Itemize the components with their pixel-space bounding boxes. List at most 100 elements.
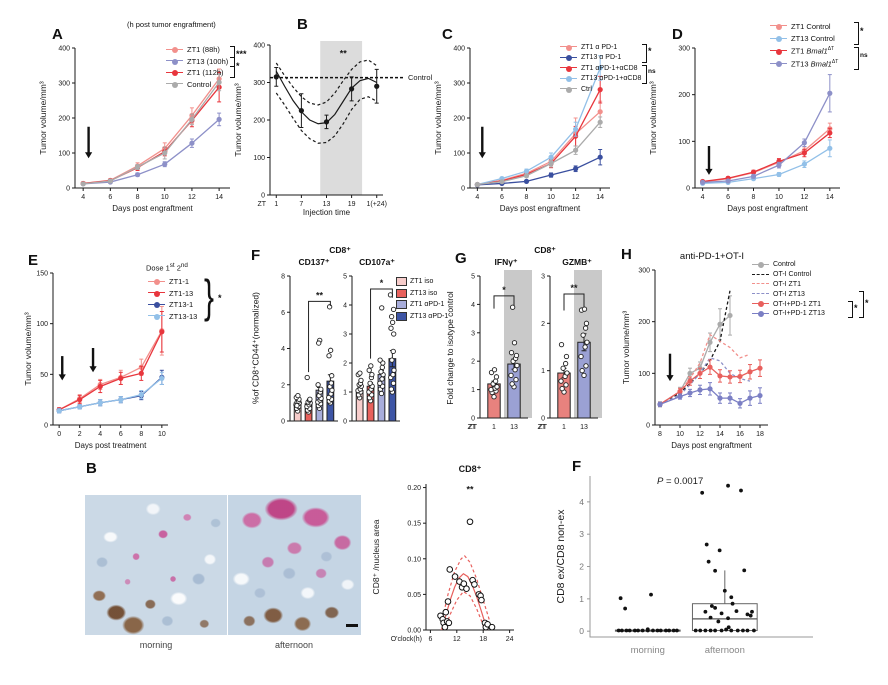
svg-text:0.15: 0.15: [407, 521, 421, 528]
legend-item: ZT1 (112h): [166, 67, 228, 79]
panel-f-ylabel: %of CD8⁺CD44⁺(normalized): [250, 292, 261, 404]
svg-text:10: 10: [775, 194, 783, 201]
svg-text:2: 2: [281, 382, 285, 389]
panel-h-chart: 0 100 200 300 8 10 12 14 16 18 Days post engraftme…: [621, 268, 768, 450]
panel-f-cd137-chart: 0 2 4 6 8 **: [281, 274, 338, 426]
svg-text:3: 3: [343, 332, 347, 339]
svg-text:O'clock(h): O'clock(h): [391, 636, 422, 643]
svg-text:0: 0: [343, 419, 347, 426]
histology-caption-morning: morning: [139, 640, 173, 650]
svg-text:100: 100: [253, 155, 265, 162]
svg-text:8: 8: [752, 194, 756, 201]
svg-text:1: 1: [492, 424, 496, 431]
legend-swatch-icon: [560, 43, 577, 51]
svg-text:1: 1: [541, 368, 545, 375]
panel-d-legend: ZT1 Control ZT13 Control ZT1 Bmal1ΔT ZT13 B…: [770, 20, 868, 70]
legend-item-label: ZT1 α PD-1: [581, 43, 618, 51]
svg-text:*: *: [380, 278, 384, 288]
svg-text:Days post engraftment: Days post engraftment: [727, 204, 808, 213]
svg-text:**: **: [570, 283, 578, 293]
panel-f-label: F: [251, 247, 261, 264]
panel-e-chart: 0 50 100 150 0 2 4 6 8 10 Days post treatment Tumor…: [23, 271, 168, 450]
svg-text:Days post engraftment: Days post engraftment: [112, 204, 193, 213]
svg-text:8: 8: [658, 431, 662, 438]
legend-swatch-icon: [770, 35, 787, 43]
legend-item-label: ZT1 iso: [410, 278, 434, 286]
svg-text:1: 1: [274, 201, 278, 208]
svg-text:400: 400: [453, 46, 465, 53]
legend-swatch-icon: [770, 22, 787, 30]
legend-swatch-icon: [752, 290, 769, 298]
svg-text:**: **: [466, 485, 474, 495]
svg-text:16: 16: [736, 431, 744, 438]
svg-text:0: 0: [541, 416, 545, 423]
svg-text:1: 1: [343, 390, 347, 397]
svg-text:12: 12: [453, 636, 461, 643]
significance-label: *: [218, 293, 222, 303]
svg-text:0.10: 0.10: [407, 556, 421, 563]
svg-text:12: 12: [572, 194, 580, 201]
svg-text:Days post treatment: Days post treatment: [75, 441, 147, 450]
legend-item-label: OT-I ZT1: [773, 280, 801, 288]
svg-text:0: 0: [44, 423, 48, 430]
svg-text:50: 50: [40, 372, 48, 379]
panel-a-legend: ZT1 (88h) ZT13 (100h) ZT1 (112h) Control ***…: [166, 44, 247, 90]
legend-item-label: Control: [187, 79, 212, 89]
legend-item: ZT1 Control: [770, 20, 838, 33]
svg-text:100: 100: [638, 371, 650, 378]
legend-swatch-icon: [752, 300, 769, 308]
legend-swatch-icon: [166, 69, 183, 77]
svg-text:13: 13: [580, 424, 588, 431]
panel-d-chart: 0 100 200 300 4 6 8 10 12 14 Days post engraftment…: [648, 46, 840, 213]
histology-image-afternoon: [228, 495, 361, 635]
svg-text:Tumor volume/mm³: Tumor volume/mm³: [433, 81, 443, 155]
significance-bracket: [642, 43, 647, 63]
significance-bracket: [854, 46, 859, 70]
svg-text:4: 4: [701, 194, 705, 201]
panel-e-legend-title: Dose 1st 2nd: [146, 262, 188, 273]
significance-label: *: [648, 46, 652, 56]
svg-text:Control: Control: [408, 73, 433, 82]
svg-text:morning: morning: [631, 645, 665, 656]
svg-text:2: 2: [541, 321, 545, 328]
legend-item-label: ZT13 Control: [791, 34, 835, 43]
svg-text:0.00: 0.00: [407, 628, 421, 635]
svg-text:0: 0: [281, 419, 285, 426]
svg-text:0: 0: [686, 186, 690, 193]
legend-item: ZT13 (100h): [166, 56, 228, 68]
significance-bracket: [230, 57, 235, 78]
legend-item: ZT13 α PD-1: [560, 53, 641, 64]
svg-text:CD8 ex/CD8 non-ex: CD8 ex/CD8 non-ex: [555, 509, 567, 604]
legend-swatch-icon: [770, 60, 787, 68]
legend-item-label: ZT13-13: [169, 311, 198, 321]
svg-text:P = 0.0017: P = 0.0017: [657, 476, 703, 487]
svg-text:0: 0: [471, 416, 475, 423]
legend-swatch-icon: [166, 57, 183, 65]
panel-c-label: C: [442, 26, 453, 43]
svg-text:0: 0: [579, 626, 584, 636]
significance-bracket: [642, 64, 647, 84]
svg-text:Tumor volume/mm³: Tumor volume/mm³: [648, 81, 658, 155]
legend-item-label: ZT1 (88h): [187, 45, 220, 54]
svg-text:300: 300: [453, 81, 465, 88]
svg-text:400: 400: [253, 43, 265, 50]
svg-text:12: 12: [800, 194, 808, 201]
svg-text:Tumor volume/mm³: Tumor volume/mm³: [621, 311, 631, 385]
legend-item-label: OT-I ZT13: [773, 290, 805, 298]
legend-swatch-icon: [752, 271, 769, 279]
panel-b-label: B: [297, 16, 308, 33]
svg-text:12: 12: [696, 431, 704, 438]
svg-text:0: 0: [66, 186, 70, 193]
svg-text:150: 150: [36, 271, 48, 278]
panel-h-label: H: [621, 246, 632, 263]
svg-text:**: **: [316, 290, 324, 300]
svg-text:CD8⁺ /nucleus area: CD8⁺ /nucleus area: [371, 519, 381, 594]
svg-text:100: 100: [58, 151, 70, 158]
svg-text:Tumor volume/mm³: Tumor volume/mm³: [233, 83, 243, 157]
svg-text:Injection time: Injection time: [303, 208, 351, 217]
panel-f2-label: F: [572, 458, 582, 475]
legend-item: ZT1 Bmal1ΔT: [770, 45, 838, 58]
legend-item: Control: [752, 260, 825, 270]
